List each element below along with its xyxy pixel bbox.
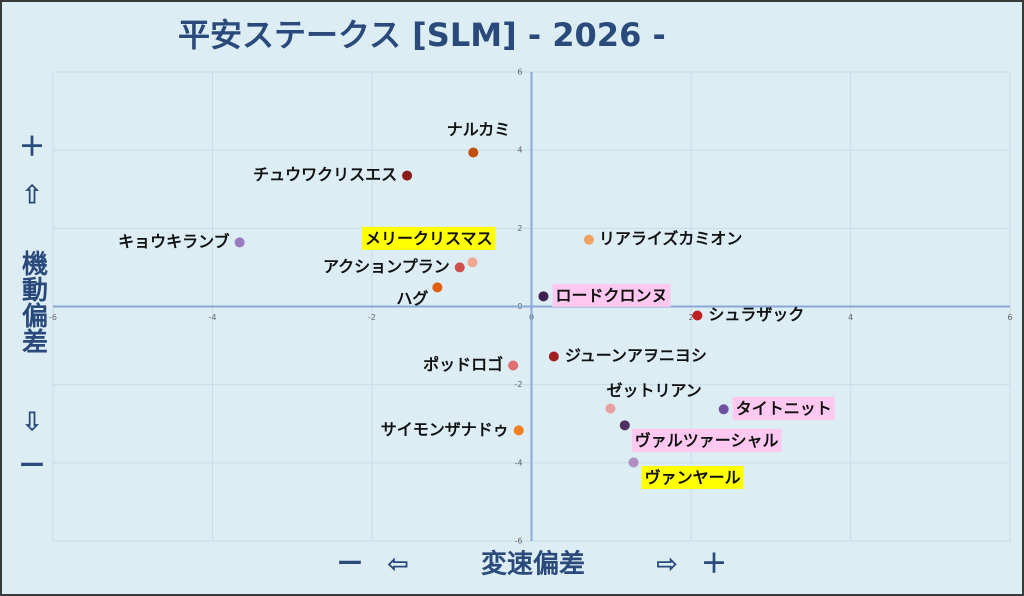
point-label: ハグ (396, 289, 428, 308)
x-tick-label: 4 (848, 313, 853, 322)
x-tick-label: 6 (1007, 313, 1012, 322)
point-label: ナルカミ (447, 120, 511, 139)
point (583, 234, 594, 245)
label-highlight (361, 226, 496, 250)
point (548, 351, 559, 362)
point-label: リアライズカミオン (599, 229, 743, 248)
point (513, 425, 524, 436)
point-label: ヴァルツァーシャル (635, 431, 779, 450)
point-label: ジューンアヲニヨシ (565, 346, 707, 365)
x-plus: ＋ (701, 550, 727, 580)
label-highlight (732, 396, 835, 420)
point (234, 237, 245, 248)
chart-title: 平安ステークス [SLM] - 2026 - (178, 16, 666, 54)
point (468, 147, 479, 158)
point (718, 404, 729, 415)
point-label: アクションプラン (323, 257, 450, 276)
y-tick-label: 4 (517, 146, 522, 155)
point-label: ゼットリアン (606, 381, 701, 400)
point-label: タイトニット (736, 399, 832, 418)
x-tick-label: -6 (49, 313, 57, 322)
point-label: サイモンザナドゥ (381, 420, 509, 439)
point (432, 282, 443, 293)
point (454, 262, 465, 273)
y-plus: ＋ (19, 133, 45, 163)
point (619, 420, 630, 431)
label-highlight (552, 283, 671, 307)
x-left-arrow: ⇦ (387, 550, 409, 580)
point-label: ポッドロゴ (423, 355, 503, 374)
point (692, 310, 703, 321)
point (402, 170, 413, 181)
y-tick-label: -2 (515, 380, 523, 389)
point-label: キョウキランブ (118, 232, 230, 251)
x-minus: ー (337, 550, 363, 580)
x-right-arrow: ⇨ (656, 550, 678, 580)
point-label: メリークリスマス (365, 229, 493, 248)
y-up-arrow: ⇧ (21, 181, 43, 211)
x-tick-label: 2 (688, 313, 693, 322)
point (605, 403, 616, 414)
y-tick-label: -4 (515, 458, 523, 467)
x-tick-label: -4 (209, 313, 217, 322)
point-label: ヴァンヤール (645, 468, 741, 487)
point (538, 291, 549, 302)
y-down-arrow: ⇩ (21, 408, 43, 438)
point (508, 360, 519, 371)
y-tick-label: 6 (517, 68, 522, 77)
point (467, 257, 478, 268)
label-highlight (631, 428, 782, 452)
x-tick-label: -2 (368, 313, 376, 322)
point (628, 457, 639, 468)
label-highlight (641, 465, 744, 489)
y-axis-label: 機動偏差 (18, 250, 48, 354)
y-minus: ー (19, 452, 45, 482)
point-label: シュラザック (708, 305, 804, 324)
x-axis-label: 変速偏差 (481, 549, 585, 580)
point-label: チュウワクリスエス (253, 165, 397, 184)
y-tick-label: 2 (517, 224, 522, 233)
point-label: ロードクロンヌ (555, 286, 667, 305)
y-tick-label: -6 (515, 537, 523, 546)
